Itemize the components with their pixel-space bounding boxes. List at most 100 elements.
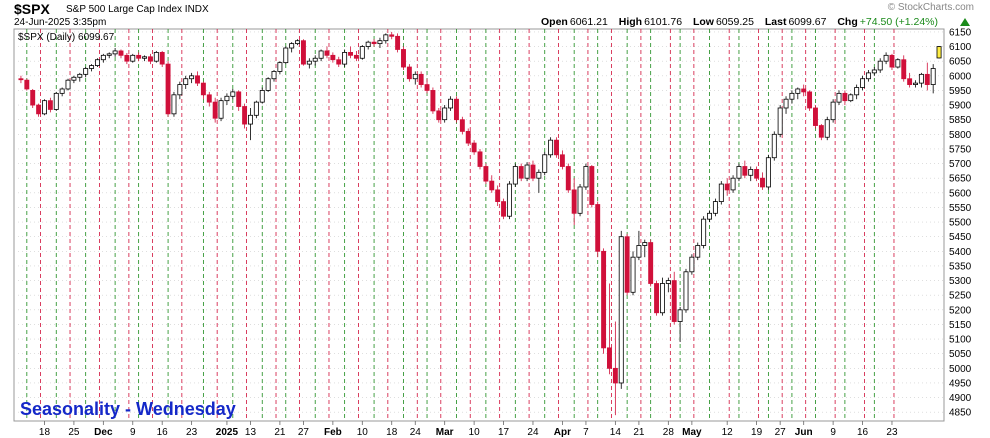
candle-body <box>577 186 583 214</box>
quote-date: 24-Jun-2025 3:35pm <box>14 17 107 28</box>
candle-body <box>430 90 436 112</box>
x-tick-label: 21 <box>633 427 645 438</box>
candle-body <box>36 104 42 115</box>
y-tick-label: 5050 <box>949 349 972 360</box>
y-tick-label: 5400 <box>949 247 972 258</box>
candle-body <box>465 130 471 144</box>
candle-body <box>848 94 854 102</box>
candle-body <box>124 54 130 62</box>
candle-body <box>783 98 789 109</box>
x-tick-label: Mar <box>436 427 454 438</box>
x-tick-label: 13 <box>245 427 257 438</box>
candle-body <box>159 52 165 65</box>
candle-body <box>818 125 824 138</box>
candle-body <box>195 75 200 84</box>
brand-label: © StockCharts.com <box>887 2 974 13</box>
candle-body <box>665 280 671 284</box>
candle-body <box>306 60 312 65</box>
candle-body <box>436 110 442 121</box>
y-tick-label: 5250 <box>949 291 972 302</box>
x-tick-label: 9 <box>830 427 836 438</box>
index-name-text: S&P 500 Large Cap Index <box>66 4 183 15</box>
candle-body <box>224 95 230 102</box>
candle-body <box>89 65 95 69</box>
x-tick-label: 24 <box>410 427 422 438</box>
x-tick-label: 18 <box>39 427 51 438</box>
candle-body <box>777 107 783 135</box>
candle-body <box>536 171 542 179</box>
candle-body <box>312 57 318 62</box>
candle-body <box>795 88 801 94</box>
candle-body <box>554 139 559 156</box>
candle-body <box>860 78 866 88</box>
x-tick-label: 18 <box>386 427 398 438</box>
candle-body <box>712 201 718 214</box>
candle-body <box>889 54 895 68</box>
legend-label: $SPX (Daily) 6099.67 <box>18 32 115 43</box>
y-tick-label: 5150 <box>949 320 972 331</box>
candle-body <box>300 40 306 65</box>
y-tick-label: 4900 <box>949 393 972 404</box>
y-tick-label: 6000 <box>949 71 972 82</box>
candle-body <box>524 164 530 179</box>
x-tick-label: 9 <box>130 427 136 438</box>
candle-body <box>324 50 330 56</box>
candle-body <box>230 91 236 97</box>
x-tick-label: Jun <box>795 427 813 438</box>
candle-body <box>836 92 842 103</box>
candle-body <box>412 73 418 80</box>
x-tick-label: 24 <box>527 427 539 438</box>
y-tick-label: 5950 <box>949 86 972 97</box>
open-label: Open <box>541 16 568 28</box>
candle-body <box>206 94 212 103</box>
candle-body <box>136 54 142 59</box>
candle-body <box>730 177 736 191</box>
candle-body <box>607 347 612 369</box>
candle-body <box>495 189 501 202</box>
x-tick-label: 27 <box>775 427 787 438</box>
candle-body <box>618 236 624 384</box>
candle-body <box>336 59 342 65</box>
candle-body <box>118 50 124 56</box>
candle-body <box>559 154 565 167</box>
candle-body <box>177 84 183 96</box>
candle-body <box>659 283 665 314</box>
candle-body <box>724 183 730 191</box>
candle-body <box>801 88 807 93</box>
candle-body <box>395 35 401 50</box>
candle-body <box>789 92 795 100</box>
candle-body <box>595 204 601 252</box>
quote-summary: Open 6061.21 High 6101.76 Low 6059.25 Last 6… <box>539 16 944 28</box>
y-tick-label: 5600 <box>949 188 972 199</box>
candle-body <box>83 68 89 75</box>
candle-body <box>389 34 395 37</box>
candle-body <box>695 245 701 258</box>
candle-body <box>142 56 147 59</box>
y-tick-label: 5450 <box>949 232 972 243</box>
low-label: Low <box>692 16 714 28</box>
candle-body <box>18 78 24 81</box>
candle-body <box>77 73 83 78</box>
last-label: Last <box>764 16 787 28</box>
candle-body <box>59 88 65 94</box>
candle-body <box>865 72 871 80</box>
y-tick-label: 5300 <box>949 276 972 287</box>
candle-body <box>147 56 153 62</box>
candle-body <box>212 101 218 119</box>
x-tick-label: 12 <box>722 427 734 438</box>
x-tick-label: 19 <box>751 427 763 438</box>
candle-body <box>165 63 171 115</box>
candle-body <box>71 76 77 81</box>
y-tick-label: 5850 <box>949 115 972 126</box>
chg-label: Chg <box>837 16 858 28</box>
candle-body <box>406 66 412 80</box>
candle-body <box>871 69 877 74</box>
candle-body <box>671 280 677 322</box>
candle-body <box>183 78 189 85</box>
candle-body <box>707 212 712 220</box>
candle-body <box>65 79 71 90</box>
candle-body <box>318 50 324 59</box>
candle-body <box>153 52 159 62</box>
candle-body <box>765 157 771 188</box>
candle-body <box>530 164 536 179</box>
